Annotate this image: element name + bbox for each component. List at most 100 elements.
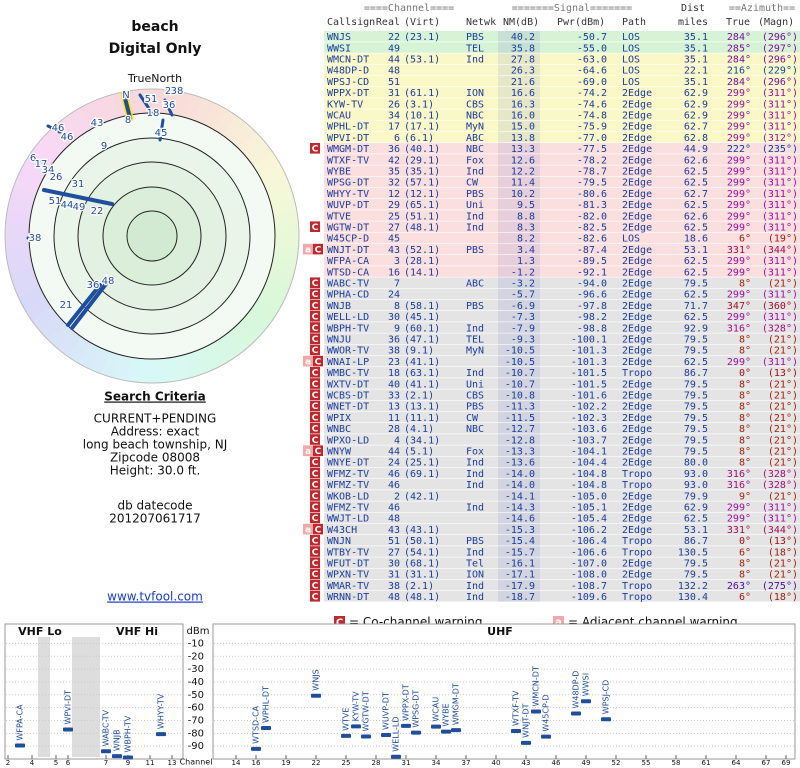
table-cell: WELL-LD	[327, 312, 369, 323]
warning-icon: C	[312, 458, 319, 468]
signal-bar	[15, 743, 25, 748]
signal-bar	[123, 755, 133, 760]
warning-icon: C	[312, 369, 319, 379]
table-cell: 0°	[739, 536, 751, 547]
compass-wedge	[183, 94, 204, 121]
table-cell: (63.1)	[404, 368, 440, 379]
row-background	[324, 221, 800, 232]
warning-box	[310, 344, 320, 356]
table-cell: 2Edge	[622, 155, 652, 166]
warning-icon: C	[312, 391, 319, 401]
table-cell: -78.7	[577, 167, 607, 178]
table-cell: (25.1)	[404, 458, 440, 469]
signal-bar	[451, 728, 461, 733]
table-cell: -74.6	[577, 99, 607, 110]
table-cell: -12.7	[505, 424, 535, 435]
compass-wedge	[172, 354, 191, 381]
warning-box	[310, 479, 320, 490]
table-cell: 24	[388, 458, 400, 469]
table-cell: -11.3	[505, 402, 535, 413]
warning-box	[310, 277, 320, 288]
compass-wedge	[112, 354, 131, 381]
warning-box	[310, 467, 320, 479]
table-cell: -55.0	[577, 43, 607, 54]
site-link[interactable]: www.tvfool.com	[107, 590, 203, 604]
compass-wedge	[152, 89, 167, 114]
table-cell: 32	[388, 178, 400, 189]
table-cell: -77.0	[577, 133, 607, 144]
compass-wedge	[257, 287, 286, 311]
row-background	[324, 266, 800, 277]
table-cell: 299°	[727, 503, 751, 514]
table-cell: -106.2	[571, 525, 607, 536]
table-cell: 53.1	[684, 245, 708, 256]
table-cell: -101.3	[571, 357, 607, 368]
table-cell: (311°)	[762, 503, 798, 514]
table-cell: Ind	[466, 368, 484, 379]
table-cell: -94.0	[577, 279, 607, 290]
column-header: Netwk	[466, 17, 496, 28]
table-cell: -9.3	[511, 335, 535, 346]
signal-column-tint	[498, 109, 540, 120]
compass-wedge	[78, 102, 101, 130]
table-cell: 8°	[739, 424, 751, 435]
compass-wedge	[57, 114, 83, 142]
table-cell: WMGM-DT	[327, 144, 369, 155]
table-cell: 299°	[727, 189, 751, 200]
warning-box	[313, 355, 323, 367]
channel-label: 38	[29, 233, 42, 244]
table-cell: (28.1)	[404, 256, 440, 267]
table-cell: 2Edge	[622, 189, 652, 200]
table-cell: 62.7	[684, 122, 708, 133]
warning-box	[303, 523, 313, 535]
table-cell: (21°)	[768, 559, 798, 570]
compass-wedge	[150, 358, 165, 384]
signal-column-tint	[498, 322, 540, 333]
table-cell: 36	[388, 335, 400, 346]
co-channel-icon-box	[334, 616, 345, 628]
table-cell: -14.0	[505, 469, 535, 480]
table-cell: (35.1)	[404, 167, 440, 178]
unused-band	[72, 637, 100, 757]
table-cell: (21°)	[768, 391, 798, 402]
compass-wedge	[24, 150, 52, 175]
table-cell: -7.3	[511, 312, 535, 323]
table-cell: -108.0	[571, 570, 607, 581]
table-cell: 299°	[727, 514, 751, 525]
table-cell: WPHA-CD	[327, 290, 369, 301]
table-cell: -104.1	[571, 447, 607, 458]
table-cell: CW	[466, 413, 479, 424]
table-cell: WWSI	[327, 43, 351, 54]
table-cell: 347°	[727, 301, 751, 312]
table-cell: 299°	[727, 167, 751, 178]
table-cell: 40.2	[511, 32, 535, 43]
table-cell: 3	[394, 256, 400, 267]
table-cell: 16.0	[511, 111, 535, 122]
row-background	[324, 199, 800, 210]
signal-ray	[66, 283, 102, 327]
table-cell: 6	[394, 133, 400, 144]
table-cell: Ind	[466, 458, 484, 469]
column-header: miles	[678, 17, 708, 28]
x-tick-label: 13	[168, 759, 177, 767]
signal-bar	[63, 727, 73, 732]
table-cell: Tropo	[622, 480, 652, 491]
table-cell: 16.3	[511, 99, 535, 110]
signal-column-tint	[498, 568, 540, 580]
station-label: WTSD-CA	[252, 705, 261, 744]
table-cell: (51.1)	[404, 211, 440, 222]
table-cell: -103.6	[571, 424, 607, 435]
table-cell: (311°)	[762, 256, 798, 267]
datecode-label: db datecode	[117, 499, 192, 513]
table-cell: 62.5	[684, 267, 708, 278]
table-cell: (296°)	[762, 32, 798, 43]
station-label: WWSI	[582, 673, 591, 696]
table-cell: WNBC	[327, 424, 351, 435]
table-cell: PBS	[466, 189, 484, 200]
table-cell: -82.5	[577, 223, 607, 234]
x-tick-label: 2	[6, 759, 10, 767]
table-cell: WMBC-TV	[327, 368, 369, 379]
row-background	[324, 423, 800, 434]
signal-bar	[571, 711, 581, 716]
table-cell: (311°)	[762, 357, 798, 368]
